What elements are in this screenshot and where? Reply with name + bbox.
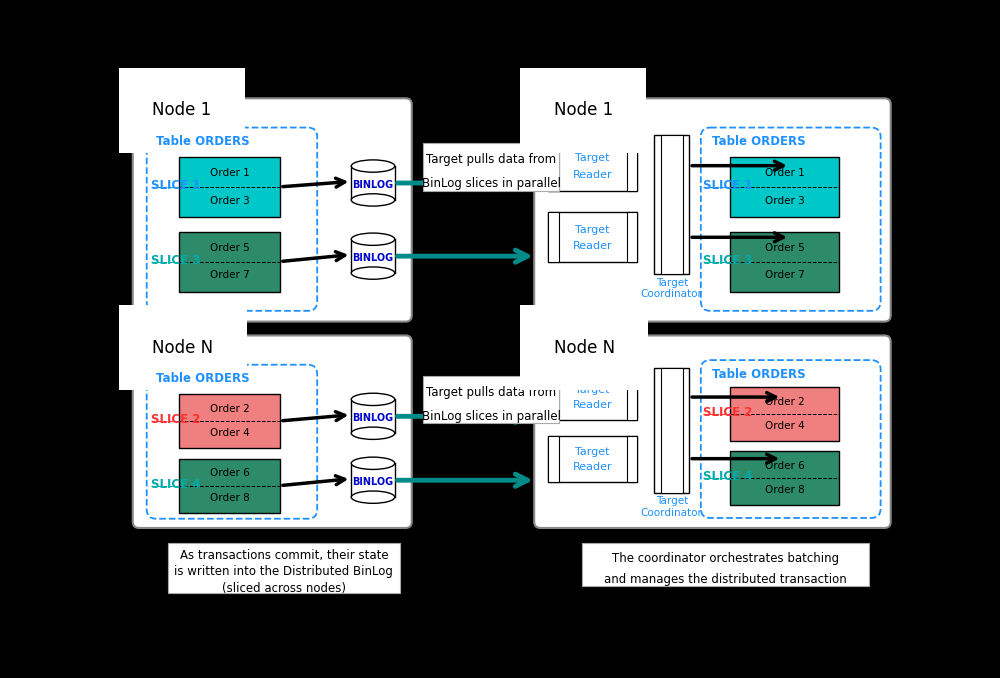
Bar bbox=[627, 212, 637, 262]
Bar bbox=[179, 394, 280, 448]
FancyBboxPatch shape bbox=[534, 336, 891, 528]
Ellipse shape bbox=[351, 194, 395, 206]
Bar bbox=[179, 231, 280, 292]
FancyBboxPatch shape bbox=[133, 336, 412, 528]
Text: Table ORDERS: Table ORDERS bbox=[156, 135, 250, 148]
Text: Node N: Node N bbox=[152, 338, 213, 357]
Text: Order 6: Order 6 bbox=[765, 460, 804, 471]
Ellipse shape bbox=[351, 160, 395, 172]
Bar bbox=[661, 367, 683, 492]
Text: BinLog slices in parallel: BinLog slices in parallel bbox=[422, 177, 561, 190]
Text: SLICE 2: SLICE 2 bbox=[703, 406, 753, 419]
Bar bbox=[548, 374, 559, 420]
Text: is written into the Distributed BinLog: is written into the Distributed BinLog bbox=[174, 565, 393, 578]
Bar bbox=[661, 135, 683, 274]
Text: Reader: Reader bbox=[573, 170, 613, 180]
Text: SLICE 1: SLICE 1 bbox=[151, 179, 200, 192]
Text: Order 2: Order 2 bbox=[210, 403, 250, 414]
Text: SLICE 4: SLICE 4 bbox=[151, 477, 200, 491]
Text: and manages the distributed transaction: and manages the distributed transaction bbox=[604, 573, 847, 586]
Text: Target: Target bbox=[575, 385, 610, 395]
Ellipse shape bbox=[351, 267, 395, 279]
Text: BINLOG: BINLOG bbox=[352, 413, 394, 423]
Text: As transactions commit, their state: As transactions commit, their state bbox=[180, 549, 388, 561]
Text: Order 4: Order 4 bbox=[210, 428, 250, 439]
Text: Order 8: Order 8 bbox=[210, 493, 250, 503]
Bar bbox=[730, 157, 839, 217]
Bar bbox=[548, 435, 559, 482]
Text: Order 3: Order 3 bbox=[765, 196, 804, 205]
Bar bbox=[730, 387, 839, 441]
Bar bbox=[423, 143, 559, 191]
Bar bbox=[627, 374, 637, 420]
Bar bbox=[627, 435, 637, 482]
Text: Table ORDERS: Table ORDERS bbox=[712, 135, 806, 148]
Bar bbox=[548, 212, 559, 262]
Text: Order 1: Order 1 bbox=[210, 168, 250, 178]
Text: Order 3: Order 3 bbox=[210, 196, 250, 205]
Bar bbox=[582, 543, 869, 586]
Text: Reader: Reader bbox=[573, 241, 613, 252]
Ellipse shape bbox=[351, 457, 395, 469]
Bar bbox=[548, 140, 559, 191]
Text: Order 7: Order 7 bbox=[210, 271, 250, 281]
Text: Target pulls data from: Target pulls data from bbox=[426, 153, 556, 166]
Ellipse shape bbox=[351, 233, 395, 245]
Bar bbox=[654, 367, 689, 492]
Polygon shape bbox=[351, 239, 395, 273]
Bar bbox=[548, 212, 637, 262]
Text: BINLOG: BINLOG bbox=[352, 253, 394, 263]
Bar bbox=[423, 376, 559, 423]
Text: Order 4: Order 4 bbox=[765, 422, 804, 431]
Text: Reader: Reader bbox=[573, 462, 613, 472]
Text: BinLog slices in parallel: BinLog slices in parallel bbox=[422, 410, 561, 422]
Bar bbox=[548, 140, 637, 191]
Ellipse shape bbox=[351, 491, 395, 503]
Bar bbox=[168, 543, 400, 593]
Bar bbox=[730, 451, 839, 505]
Text: The coordinator orchestrates batching: The coordinator orchestrates batching bbox=[612, 552, 839, 565]
Text: Target: Target bbox=[575, 447, 610, 457]
Text: Target: Target bbox=[575, 153, 610, 163]
Ellipse shape bbox=[351, 427, 395, 439]
Text: Reader: Reader bbox=[573, 401, 613, 410]
Text: Node 1: Node 1 bbox=[554, 102, 613, 119]
Bar bbox=[548, 374, 637, 420]
Text: SLICE 1: SLICE 1 bbox=[703, 179, 753, 192]
Text: Target: Target bbox=[575, 225, 610, 235]
Bar bbox=[179, 458, 280, 513]
Polygon shape bbox=[351, 463, 395, 497]
Text: Target
Coordinator: Target Coordinator bbox=[641, 278, 703, 299]
Polygon shape bbox=[351, 166, 395, 200]
Text: Node 1: Node 1 bbox=[152, 102, 211, 119]
Text: Table ORDERS: Table ORDERS bbox=[156, 372, 250, 385]
Text: Order 8: Order 8 bbox=[765, 485, 804, 496]
Text: Order 1: Order 1 bbox=[765, 168, 804, 178]
Text: (sliced across nodes): (sliced across nodes) bbox=[222, 582, 346, 595]
Bar bbox=[654, 135, 689, 274]
Bar bbox=[627, 140, 637, 191]
Text: BINLOG: BINLOG bbox=[352, 477, 394, 487]
FancyBboxPatch shape bbox=[534, 98, 891, 321]
Text: Order 7: Order 7 bbox=[765, 271, 804, 281]
Ellipse shape bbox=[351, 393, 395, 405]
Text: Order 5: Order 5 bbox=[210, 243, 250, 253]
Text: SLICE 2: SLICE 2 bbox=[151, 413, 200, 426]
Text: Order 6: Order 6 bbox=[210, 468, 250, 478]
Text: Order 5: Order 5 bbox=[765, 243, 804, 253]
Bar bbox=[730, 231, 839, 292]
Text: Target pulls data from: Target pulls data from bbox=[426, 386, 556, 399]
FancyBboxPatch shape bbox=[133, 98, 412, 321]
Text: BINLOG: BINLOG bbox=[352, 180, 394, 190]
Bar bbox=[179, 157, 280, 217]
Text: SLICE 4: SLICE 4 bbox=[703, 470, 753, 483]
Text: Node N: Node N bbox=[554, 338, 615, 357]
Polygon shape bbox=[351, 399, 395, 433]
Bar bbox=[548, 435, 637, 482]
Text: SLICE 3: SLICE 3 bbox=[703, 254, 753, 266]
Text: SLICE 3: SLICE 3 bbox=[151, 254, 200, 266]
Text: Table ORDERS: Table ORDERS bbox=[712, 367, 806, 381]
Text: Target
Coordinator: Target Coordinator bbox=[641, 496, 703, 518]
Text: Order 2: Order 2 bbox=[765, 397, 804, 407]
